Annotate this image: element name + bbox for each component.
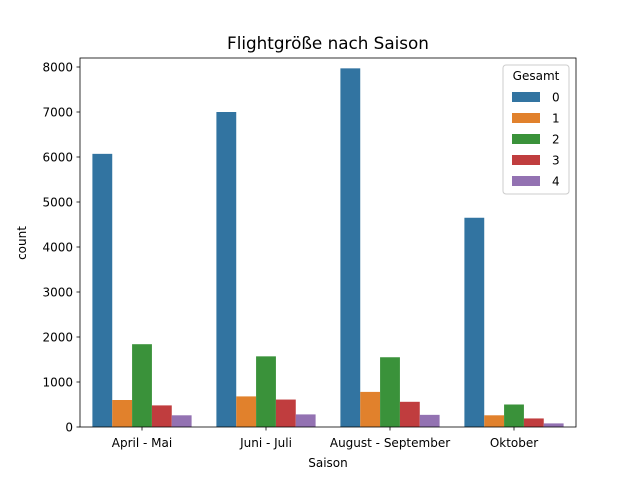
x-tick-label: August - September [330,436,450,450]
bar-4-series-3 [523,418,544,427]
bar-4-series-4 [543,423,564,427]
y-tick-label: 5000 [42,195,73,209]
bar-1-series-0 [92,153,113,427]
legend-swatch [512,134,540,144]
y-tick-label: 2000 [42,330,73,344]
x-tick-label: Oktober [490,436,538,450]
x-axis: April - Mai Juni - Juli August - September… [112,427,538,450]
legend-label: 3 [552,154,560,168]
y-tick-label: 7000 [42,105,73,119]
bars-group [92,68,564,427]
legend-label: 4 [552,175,560,189]
chart-title: Flightgröße nach Saison [227,33,429,53]
bar-1-series-2 [132,344,152,427]
legend-label: 0 [552,91,560,105]
plot-border [79,57,577,428]
y-tick-label: 1000 [42,375,73,389]
y-tick-label: 4000 [42,240,73,254]
bar-3-series-1 [360,391,381,427]
bar-2-series-0 [216,112,237,427]
bar-2-series-4 [295,414,316,427]
x-axis-label: Saison [308,456,348,470]
plot-background [80,58,576,427]
bar-3-series-3 [399,401,420,427]
legend-swatch [512,155,540,165]
bar-2-series-2 [256,356,276,427]
legend-label: 2 [552,133,560,147]
y-tick-label: 0 [65,420,73,434]
y-tick-label: 3000 [42,285,73,299]
bar-3-series-4 [419,414,440,427]
plot-area [80,58,576,427]
legend-label: 1 [552,112,560,126]
legend-title: Gesamt [513,69,560,83]
y-tick-label: 6000 [42,150,73,164]
bar-2-series-1 [236,396,257,427]
bar-2-series-3 [275,399,296,427]
y-tick-label: 8000 [42,60,73,74]
y-axis: 0 1000 2000 3000 4000 5000 6000 7000 8000 [42,60,80,434]
y-axis-label: count [15,226,29,260]
bar-1-series-3 [151,405,172,427]
bar-1-series-4 [171,415,192,427]
bar-3-series-0 [340,68,361,427]
bar-4-series-2 [504,404,524,427]
bar-4-series-0 [464,217,485,427]
legend-swatch [512,113,540,123]
legend-swatch [512,176,540,186]
x-tick-label: April - Mai [112,436,172,450]
bar-1-series-1 [112,400,133,427]
bar-4-series-1 [484,415,505,427]
legend-swatch [512,92,540,102]
bar-3-series-2 [380,357,400,427]
x-tick-label: Juni - Juli [239,436,292,450]
legend: Gesamt 0 1 2 3 4 [502,64,570,195]
plot-frame [79,57,577,428]
